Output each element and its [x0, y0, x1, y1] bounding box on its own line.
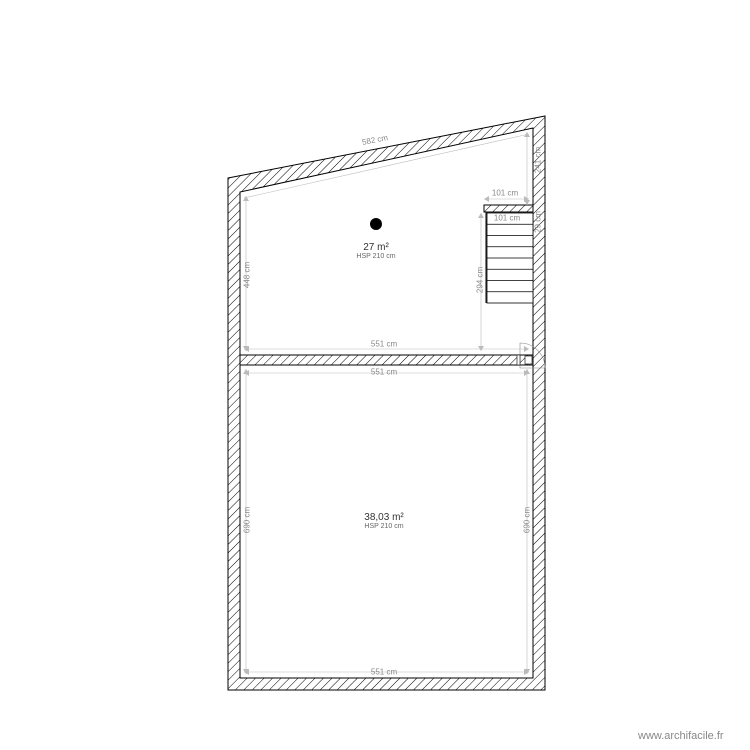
dim-8: 551 cm: [371, 368, 397, 377]
dim-1: 241 cm: [534, 147, 543, 173]
room-label-upper: 27 m²HSP 210 cm: [356, 242, 395, 260]
dim-7: 551 cm: [371, 340, 397, 349]
watermark: www.archifacile.fr: [638, 730, 724, 742]
floor-plan-canvas: 27 m²HSP 210 cm38,03 m²HSP 210 cm582 cm2…: [0, 0, 750, 750]
dim-11: 551 cm: [371, 668, 397, 677]
dim-6: 448 cm: [243, 262, 252, 288]
dim-9: 690 cm: [243, 507, 252, 533]
dim-3: 29 cm: [534, 211, 543, 233]
dim-5: 294 cm: [476, 267, 485, 293]
dim-4: 101 cm: [494, 214, 520, 223]
dim-10: 690 cm: [523, 507, 532, 533]
room-label-lower: 38,03 m²HSP 210 cm: [364, 512, 403, 530]
dim-2: 101 cm: [492, 189, 518, 198]
